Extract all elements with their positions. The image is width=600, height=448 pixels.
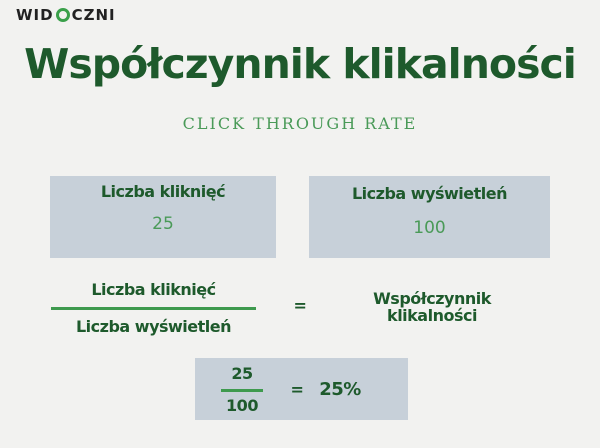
example-denominator: 100 [226,396,258,415]
page-subtitle: CLICK THROUGH RATE [182,114,418,133]
impressions-box: Liczba wyświetleń 100 [309,176,550,258]
example-box: 25 100 = 25% [195,358,408,420]
example-equals: = [290,380,304,399]
example-result: 25% [319,379,361,400]
clicks-box: Liczba kliknięć 25 [50,176,276,258]
example-fraction-line [221,389,263,392]
impressions-label: Liczba wyświetleń [351,184,508,203]
impressions-value: 100 [413,218,446,238]
formula-denominator: Liczba wyświetleń [75,317,232,336]
logo-text-left: WID [16,6,54,24]
clicks-label: Liczba kliknięć [100,182,226,201]
formula-result: Współczynnik klikalności [373,289,491,325]
page-title: Współczynnik klikalności [24,40,577,88]
logo-text-right: CZNI [71,6,116,24]
clicks-value: 25 [152,214,174,234]
logo-swirl-icon [55,8,70,22]
fraction-line [51,307,256,310]
example-numerator: 25 [231,364,253,383]
formula-equals: = [293,296,307,315]
logo: WID CZNI [16,6,116,24]
formula-numerator: Liczba kliknięć [91,280,216,299]
